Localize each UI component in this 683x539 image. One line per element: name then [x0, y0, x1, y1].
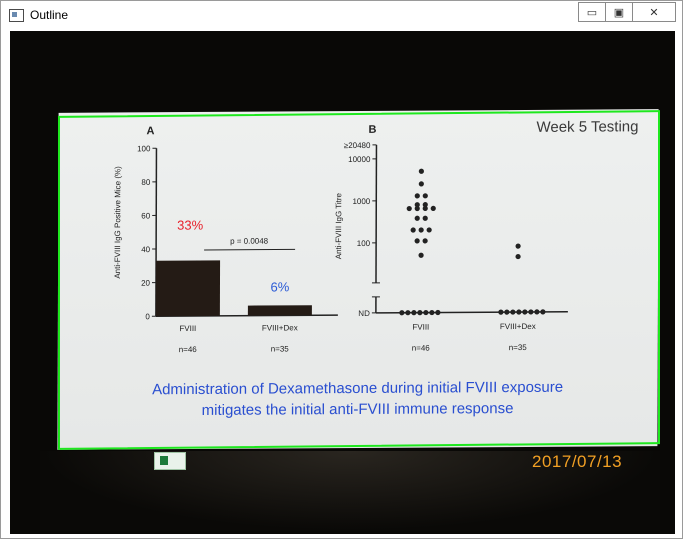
- p-value-annotation: p = 0.0048: [230, 237, 269, 246]
- chart-b-nd-point: [417, 310, 423, 316]
- chart-b-nd-point: [522, 309, 528, 315]
- camera-view: Week 5 Testing A Anti-FVIII IgG Positive…: [10, 31, 675, 534]
- room-floor: [40, 451, 660, 531]
- detected-outline: [58, 110, 660, 450]
- chart-b-nd-point: [399, 310, 405, 316]
- close-button[interactable]: ✕: [632, 2, 676, 22]
- chart-b-point: [430, 205, 436, 211]
- slide-caption-line-1: Administration of Dexamethasone during i…: [152, 379, 563, 399]
- chart-b-point: [422, 202, 428, 208]
- chart-b-n-label: n=46: [412, 344, 431, 353]
- chart-b-nd-point: [504, 309, 510, 315]
- slide-caption-line-2: mitigates the initial anti-FVIII immune …: [202, 400, 514, 419]
- chart-b-point: [414, 215, 420, 221]
- chart-a-y-tick-label: 100: [137, 144, 151, 153]
- chart-a: A Anti-FVIII IgG Positive Mice (%) 0 20 40…: [113, 125, 338, 355]
- chart-b-y-tick-label: ≥20480: [344, 141, 371, 150]
- chart-a-bar: [247, 305, 312, 316]
- chart-a-category-label: FVIII+Dex: [262, 323, 298, 332]
- chart-a-bars: [155, 260, 312, 317]
- chart-b-point: [414, 202, 420, 208]
- chart-b-point: [418, 227, 424, 233]
- chart-b-points: [399, 168, 546, 316]
- significance-line: [204, 248, 296, 251]
- chart-a-value-label: 33%: [177, 218, 204, 233]
- chart-b-panel-label: B: [369, 124, 377, 136]
- slide-header: Week 5 Testing: [536, 118, 638, 136]
- projected-slide: Week 5 Testing A Anti-FVIII IgG Positive…: [57, 109, 659, 450]
- chart-b-y-tick-label: 10000: [348, 155, 371, 164]
- chart-b-point: [414, 205, 420, 212]
- chart-b-point: [406, 205, 412, 212]
- chart-b-ylabel: Anti-FVIII IgG Titre: [334, 192, 343, 259]
- timestamp: 2017/07/13: [532, 452, 623, 471]
- chart-b-nd-point: [510, 309, 516, 315]
- minimize-icon: ▭: [586, 6, 598, 19]
- chart-b-point: [418, 252, 424, 258]
- chart-b-point: [515, 243, 521, 249]
- window-title: Outline: [30, 8, 69, 22]
- chart-b-nd-point: [429, 309, 435, 316]
- chart-b-point: [422, 193, 428, 199]
- chart-b-point: [422, 215, 428, 221]
- chart-a-n-label: n=35: [271, 344, 290, 353]
- chart-a-category-label: FVIII: [179, 324, 196, 333]
- chart-b-y-tick-label: ND: [358, 309, 370, 318]
- chart-b-nd-point: [411, 310, 417, 316]
- chart-b-nd-point: [534, 309, 540, 315]
- chart-b-point: [422, 205, 428, 212]
- chart-a-y-tick-label: 60: [141, 211, 150, 220]
- chart-b-nd-point: [498, 309, 504, 315]
- chart-b-y-tick-label: 100: [357, 239, 371, 248]
- window-controls: ▭ ▣ ✕: [578, 2, 676, 22]
- maximize-icon: ▣: [613, 6, 625, 19]
- chart-b-n-label: n=35: [509, 343, 528, 352]
- chart-a-y-tick-label: 20: [141, 279, 150, 288]
- chart-b-nd-point: [405, 310, 411, 316]
- chart-b-point: [515, 253, 521, 260]
- chart-b-point: [418, 181, 424, 187]
- title-bar[interactable]: Outline ▭ ▣ ✕: [1, 1, 682, 31]
- chart-b-y-tick-label: 1000: [352, 197, 370, 206]
- chart-b: B Anti-FVIII IgG Titre ≥20480 10000 1000 10…: [334, 124, 568, 353]
- chart-a-y-tick-label: 0: [145, 312, 150, 321]
- maximize-button[interactable]: ▣: [605, 2, 633, 22]
- chart-b-point: [410, 227, 416, 233]
- chart-a-value-label: 6%: [271, 279, 290, 294]
- chart-b-labels: FVIII n=46 FVIII+Dex n=35: [412, 322, 536, 353]
- chart-b-point: [418, 168, 424, 174]
- chart-a-ylabel: Anti-FVIII IgG Positive Mice (%): [113, 166, 122, 279]
- exit-sign-icon: [154, 452, 186, 470]
- chart-b-y-ticks: ≥20480 10000 1000 100 ND: [344, 141, 377, 318]
- chart-a-y-tick-label: 40: [141, 245, 150, 254]
- chart-b-point: [426, 227, 432, 233]
- chart-a-bar: [155, 260, 221, 317]
- chart-b-point: [414, 238, 420, 244]
- chart-b-point: [414, 193, 420, 199]
- close-icon: ✕: [649, 6, 659, 19]
- chart-a-y-tick-label: 80: [141, 178, 150, 187]
- chart-b-nd-point: [528, 309, 534, 315]
- chart-b-nd-point: [540, 309, 546, 315]
- minimize-button[interactable]: ▭: [578, 2, 606, 22]
- chart-b-nd-point: [423, 309, 429, 316]
- chart-a-panel-label: A: [147, 125, 155, 137]
- slide-figure: Week 5 Testing A Anti-FVIII IgG Positive…: [113, 118, 639, 419]
- chart-b-category-label: FVIII+Dex: [500, 322, 536, 331]
- chart-a-labels: 33% FVIII n=46 6% FVIII+Dex n=35: [177, 218, 298, 355]
- chart-b-category-label: FVIII: [412, 323, 429, 332]
- chart-b-point: [422, 238, 428, 244]
- chart-b-nd-point: [435, 309, 441, 316]
- chart-a-n-label: n=46: [179, 345, 198, 354]
- app-window-icon: [9, 9, 24, 22]
- chart-a-y-ticks: 0 20 40 60 80 100: [137, 144, 157, 321]
- chart-b-nd-point: [516, 309, 522, 315]
